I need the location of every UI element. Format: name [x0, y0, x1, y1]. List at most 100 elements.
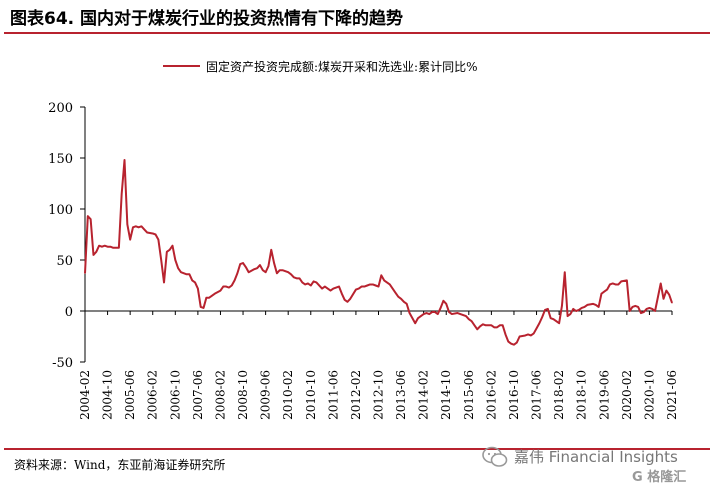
data-point	[109, 246, 111, 248]
data-point	[186, 273, 188, 275]
data-point	[504, 333, 507, 336]
data-point	[126, 223, 128, 225]
data-point	[465, 315, 467, 317]
data-point	[598, 306, 600, 308]
data-point	[138, 226, 140, 228]
data-point	[445, 303, 447, 305]
footer-rule	[4, 448, 710, 450]
data-point	[566, 315, 569, 317]
data-point	[496, 326, 498, 328]
data-point	[377, 285, 380, 288]
data-point	[169, 249, 171, 251]
data-point	[276, 272, 278, 274]
data-point	[654, 310, 656, 312]
data-point	[648, 307, 651, 309]
data-point	[479, 325, 481, 327]
y-tick-label: 100	[48, 203, 73, 218]
data-point	[614, 283, 617, 286]
data-point	[219, 290, 222, 292]
data-point	[524, 334, 526, 337]
data-point	[106, 246, 109, 248]
x-tick-label: 2016-10	[507, 370, 521, 420]
watermark-logo: G 格隆汇	[632, 470, 687, 485]
data-point	[104, 245, 106, 247]
series-line-0	[84, 159, 673, 346]
data-point	[507, 341, 509, 343]
data-point	[90, 218, 92, 220]
x-tick-label: 2018-10	[575, 370, 589, 420]
legend-label: 固定资产投资完成额:煤炭开采和洗选业:累计同比%	[206, 59, 478, 74]
data-point	[603, 291, 605, 293]
data-point	[493, 326, 495, 328]
data-point	[581, 307, 583, 309]
data-point	[375, 284, 377, 287]
data-point	[157, 239, 159, 241]
data-point	[468, 318, 470, 320]
y-tick-label: -50	[52, 356, 73, 371]
x-tick-label: 2019-06	[597, 370, 611, 420]
data-point	[513, 344, 515, 346]
data-point	[626, 279, 628, 281]
data-point	[363, 285, 365, 288]
data-point	[564, 271, 566, 273]
data-point	[383, 279, 385, 281]
data-point	[87, 215, 89, 217]
data-point	[191, 279, 193, 281]
data-point	[281, 269, 284, 271]
data-point	[315, 281, 318, 284]
y-tick-label: 50	[56, 254, 73, 269]
data-point	[473, 324, 476, 326]
data-point	[335, 286, 337, 289]
x-tick-label: 2007-06	[191, 370, 205, 420]
data-point	[408, 312, 411, 314]
data-point	[233, 279, 236, 281]
y-tick-label: 0	[65, 305, 73, 320]
data-point	[211, 295, 213, 297]
data-point	[629, 310, 631, 312]
data-point	[569, 313, 572, 315]
data-point	[129, 239, 131, 241]
data-point	[92, 254, 95, 256]
data-point	[533, 332, 535, 335]
data-point	[660, 282, 662, 285]
data-point	[609, 283, 611, 286]
figure-title: 图表64. 国内对于煤炭行业的投资热情有下降的趋势	[10, 9, 404, 29]
data-point	[270, 249, 272, 251]
x-tick-label: 2005-06	[123, 370, 137, 420]
data-point	[485, 324, 487, 326]
data-point	[253, 268, 255, 270]
data-point	[530, 334, 532, 337]
x-tick-label: 2021-06	[665, 370, 679, 420]
data-point	[442, 300, 445, 302]
data-point	[166, 251, 168, 253]
data-point	[180, 271, 182, 273]
data-point	[634, 305, 636, 307]
title-underline	[4, 32, 710, 34]
data-point	[171, 245, 174, 247]
x-tick-label: 2004-10	[101, 370, 115, 420]
data-point	[163, 281, 165, 284]
x-tick-label: 2008-10	[236, 370, 250, 420]
data-point	[321, 287, 323, 290]
data-point	[502, 324, 504, 326]
data-point	[392, 287, 394, 290]
data-point	[586, 304, 588, 306]
data-point	[575, 310, 577, 312]
data-point	[132, 226, 134, 228]
data-point	[304, 283, 306, 286]
data-point	[631, 306, 634, 308]
x-axis: 2004-02 2004-10 2005-06 2006-02 2006-10 2007-…	[78, 310, 679, 420]
data-point	[273, 262, 275, 264]
data-point	[200, 306, 202, 308]
data-point	[437, 313, 439, 315]
data-point	[324, 285, 326, 288]
data-point	[287, 271, 289, 273]
data-point	[202, 307, 205, 309]
data-point	[256, 267, 258, 269]
data-point	[188, 273, 191, 275]
data-point	[346, 301, 349, 303]
data-point	[327, 287, 329, 290]
data-point	[84, 272, 86, 274]
data-point	[312, 280, 315, 283]
data-point	[417, 317, 419, 319]
